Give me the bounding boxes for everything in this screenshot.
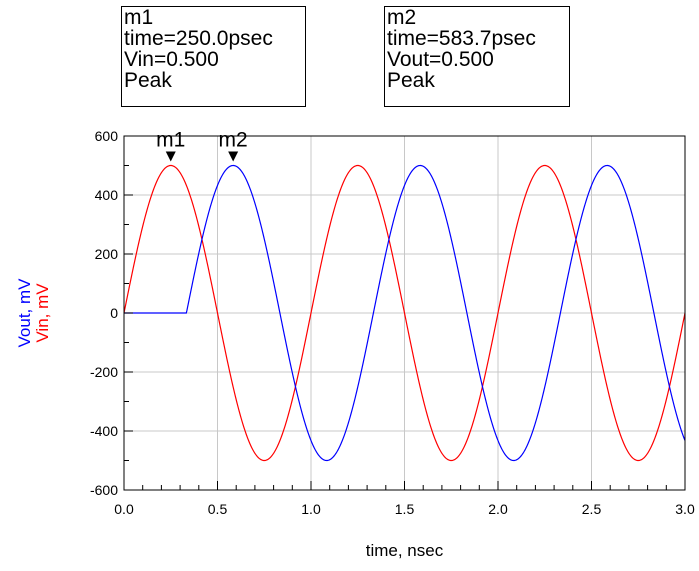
marker-m1-label: m1 [156,129,185,152]
x-tick-label: 0.5 [208,501,228,517]
marker-m2-readout: m2 time=583.7psec Vout=0.500 Peak [384,6,570,107]
x-tick-label: 2.0 [488,501,508,517]
y-tick-label: 200 [95,246,119,262]
marker-m1-triangle [165,151,176,162]
y-tick-label: 0 [110,305,118,321]
series-line-vin [123,164,686,462]
marker-m1-time: time=250.0psec [124,27,273,50]
y-tick-label: 400 [95,187,119,203]
marker-m2-label: m2 [219,129,248,152]
series-line-vout [124,164,686,462]
marker-m1-readout: m1 time=250.0psec Vin=0.500 Peak [121,6,306,107]
marker-m2-triangle [228,151,239,162]
y-tick-label: -400 [90,423,118,439]
marker-m1-value: Vin=0.500 [124,48,219,71]
y-tick-label: -200 [90,364,118,380]
y-axis-title-vin: Vin, mV [33,283,52,343]
marker-m1-mode: Peak [124,69,172,92]
x-tick-label: 2.5 [582,501,602,517]
x-tick-label: 3.0 [675,501,695,517]
marker-m2-mode: Peak [387,69,435,92]
x-tick-label: 0.0 [114,501,134,517]
x-tick-label: 1.5 [395,501,415,517]
y-tick-label: -600 [90,482,118,498]
marker-m2-name: m2 [387,6,417,29]
marker-m2-time: time=583.7psec [387,27,536,50]
x-tick-label: 1.0 [301,501,321,517]
y-axis-title-vout: Vout, mV [15,278,34,348]
x-axis-title: time, nsec [366,541,444,560]
marker-m2-value: Vout=0.500 [387,48,494,71]
marker-m1-name: m1 [124,6,154,29]
y-tick-label: 600 [95,128,119,144]
